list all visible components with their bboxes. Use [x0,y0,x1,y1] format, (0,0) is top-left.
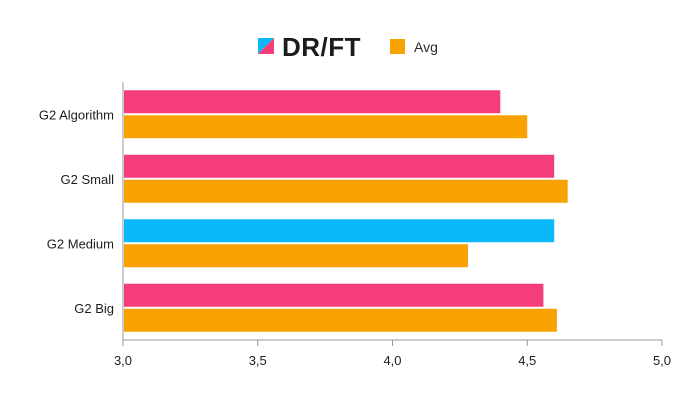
legend-avg-swatch [390,39,405,54]
legend-series-drift-label: DR/FT [282,32,361,62]
bar-drift-g2-algorithm [124,90,501,114]
drift-logo-icon [258,38,274,54]
category-label: G2 Algorithm [39,107,114,122]
bar-drift-g2-small [124,154,555,178]
x-tick-label: 3,0 [114,353,132,368]
x-tick-label: 5,0 [653,353,671,368]
x-tick-label: 4,5 [518,353,536,368]
category-label: G2 Small [61,172,115,187]
category-labels: G2 Algorithm G2 Small G2 Medium G2 Big [39,107,114,316]
x-tick-label: 4,0 [383,353,401,368]
bar-avg-g2-medium [124,244,468,268]
x-axis-ticks: 3,0 3,5 4,0 4,5 5,0 [114,340,671,368]
category-label: G2 Medium [47,236,114,251]
bar-avg-g2-small [124,179,568,203]
bar-drift-g2-medium [124,219,555,243]
bar-drift-g2-big [124,283,544,307]
bar-avg-g2-big [124,308,557,332]
legend: DR/FT Avg [258,32,438,62]
bars [124,90,568,332]
category-label: G2 Big [74,301,114,316]
legend-series-avg-label: Avg [414,39,438,55]
bar-avg-g2-algorithm [124,115,528,139]
logo-triangle-pink [258,38,274,54]
x-tick-label: 3,5 [249,353,267,368]
